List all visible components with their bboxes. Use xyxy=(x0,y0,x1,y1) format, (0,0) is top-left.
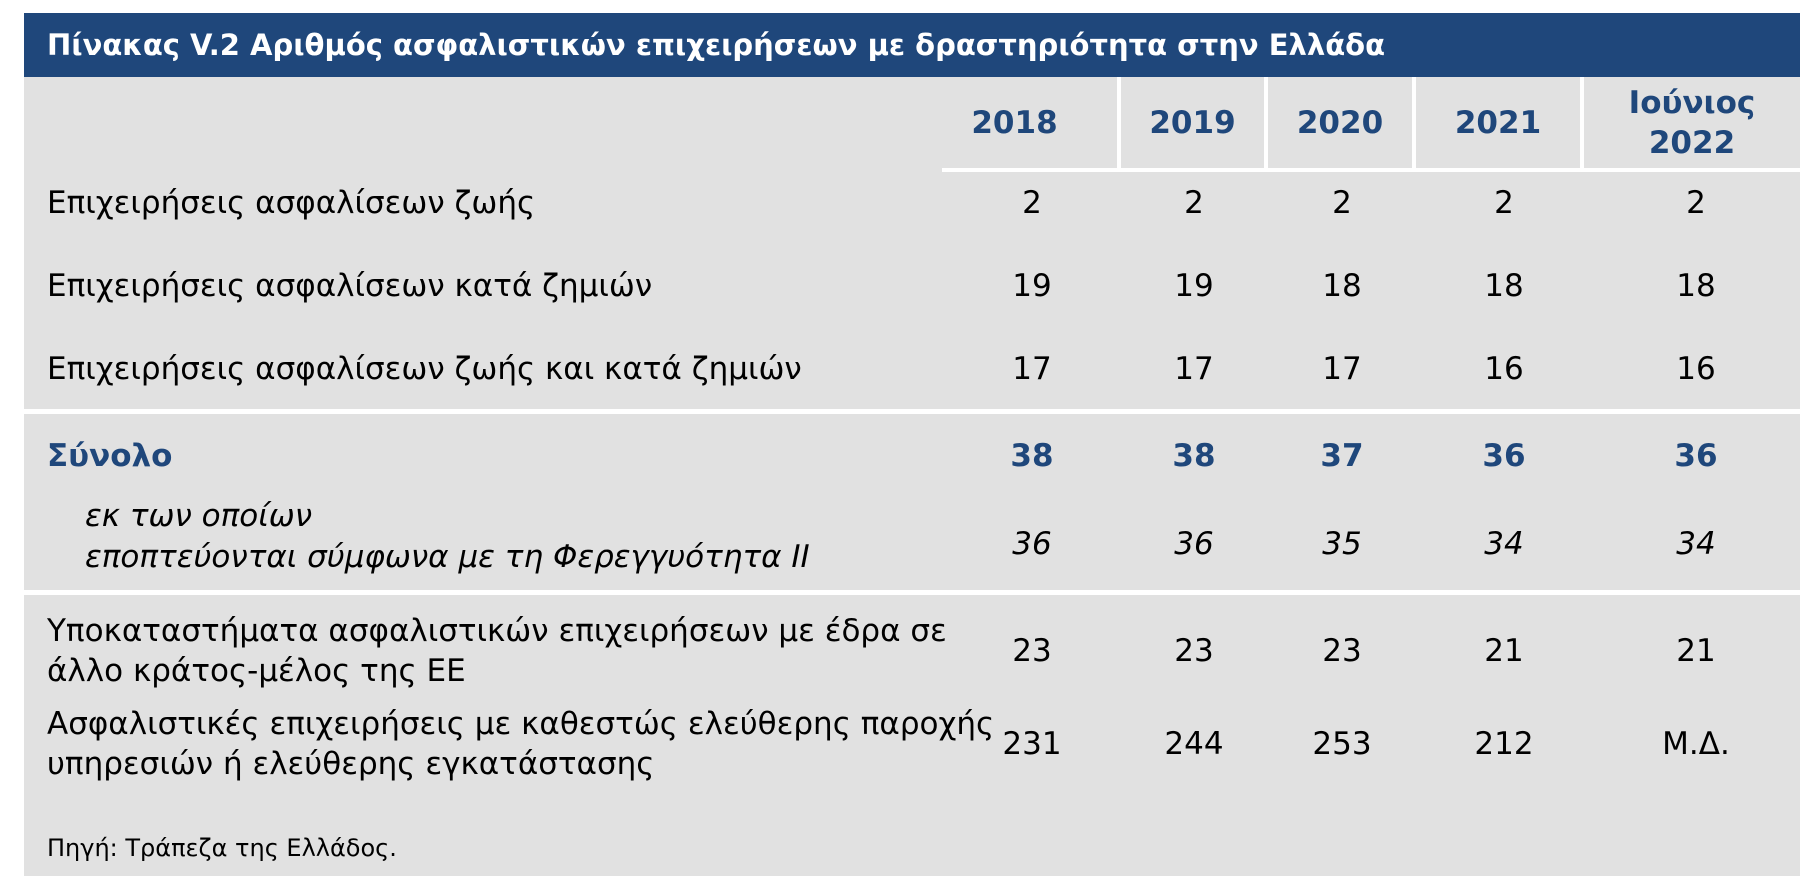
col-header-june-2022: Ιούνιος 2022 xyxy=(1584,77,1800,172)
table-cell: 253 xyxy=(1312,726,1372,762)
table-title: Πίνακας V.2 Αριθμός ασφαλιστικών επιχειρ… xyxy=(24,13,1800,77)
col-header-label-line2: 2022 xyxy=(1648,124,1736,161)
total-cell: 37 xyxy=(1320,438,1364,474)
col-header-label: 2019 xyxy=(1149,104,1236,141)
table-cell: 17 xyxy=(1012,351,1052,387)
table-cell: 16 xyxy=(1676,351,1716,387)
table-cell: 23 xyxy=(1322,633,1362,669)
row-label-line1: Υποκαταστήματα ασφαλιστικών επιχειρήσεων… xyxy=(47,613,947,649)
total-cell: 38 xyxy=(1172,438,1216,474)
row-label-line1: Ασφαλιστικές επιχειρήσεις με καθεστώς ελ… xyxy=(47,706,995,742)
table-cell: 36 xyxy=(1174,526,1214,562)
col-header-label-line1: Ιούνιος xyxy=(1628,84,1756,121)
table-cell: 2 xyxy=(1686,185,1706,221)
source-note: Πηγή: Τράπεζα της Ελλάδος. xyxy=(47,834,397,862)
subrow-label-line1: εκ των οποίων xyxy=(85,498,313,534)
header-underline xyxy=(942,168,1800,172)
row-label-line2: άλλο κράτος-μέλος της ΕΕ xyxy=(47,653,466,689)
col-header-label: 2020 xyxy=(1296,104,1384,141)
table-cell: 18 xyxy=(1676,268,1716,304)
col-separator xyxy=(1412,77,1416,172)
row-label: Επιχειρήσεις ασφαλίσεων ζωής xyxy=(47,185,536,221)
table-cell: 17 xyxy=(1174,351,1214,387)
table-cell: 2 xyxy=(1184,185,1204,221)
subrow-label-line2: εποπτεύονται σύμφωνα με τη Φερεγγυότητα … xyxy=(85,539,810,575)
table-cell: 21 xyxy=(1484,633,1524,669)
row-separator xyxy=(24,409,1800,414)
table-cell: 23 xyxy=(1174,633,1214,669)
col-header-2018: 2018 xyxy=(942,77,1087,172)
table-cell: Μ.Δ. xyxy=(1662,726,1730,762)
table-cell: 18 xyxy=(1322,268,1362,304)
table-cell: 18 xyxy=(1484,268,1524,304)
table-cell: 34 xyxy=(1676,526,1716,562)
table-cell: 244 xyxy=(1164,726,1224,762)
col-header-label: 2018 xyxy=(971,104,1058,141)
col-separator xyxy=(1117,77,1121,172)
row-label: Επιχειρήσεις ασφαλίσεων ζωής και κατά ζη… xyxy=(47,351,802,387)
col-separator xyxy=(1580,77,1584,172)
table-cell: 231 xyxy=(1002,726,1062,762)
row-label-line2: υπηρεσιών ή ελεύθερης εγκατάστασης xyxy=(47,746,655,782)
table-cell: 2 xyxy=(1332,185,1352,221)
insurance-table: Πίνακας V.2 Αριθμός ασφαλιστικών επιχειρ… xyxy=(24,13,1800,876)
col-header-2019: 2019 xyxy=(1121,77,1264,172)
table-cell: 16 xyxy=(1484,351,1524,387)
table-cell: 19 xyxy=(1174,268,1214,304)
table-cell: 34 xyxy=(1484,526,1524,562)
table-cell: 2 xyxy=(1022,185,1042,221)
table-cell: 21 xyxy=(1676,633,1716,669)
table-cell: 19 xyxy=(1012,268,1052,304)
table-cell: 36 xyxy=(1012,526,1052,562)
table-cell: 35 xyxy=(1322,526,1362,562)
col-header-2021: 2021 xyxy=(1416,77,1580,172)
table-cell: 23 xyxy=(1012,633,1052,669)
total-cell: 36 xyxy=(1674,438,1718,474)
col-separator xyxy=(1264,77,1268,172)
table-cell: 212 xyxy=(1474,726,1534,762)
total-cell: 36 xyxy=(1482,438,1526,474)
row-label: Επιχειρήσεις ασφαλίσεων κατά ζημιών xyxy=(47,268,653,304)
table-cell: 2 xyxy=(1494,185,1514,221)
col-header-label: 2021 xyxy=(1454,104,1542,141)
row-separator xyxy=(24,590,1800,595)
total-cell: 38 xyxy=(1010,438,1054,474)
table-cell: 17 xyxy=(1322,351,1362,387)
col-header-2020: 2020 xyxy=(1268,77,1412,172)
total-row-label: Σύνολο xyxy=(47,438,173,474)
